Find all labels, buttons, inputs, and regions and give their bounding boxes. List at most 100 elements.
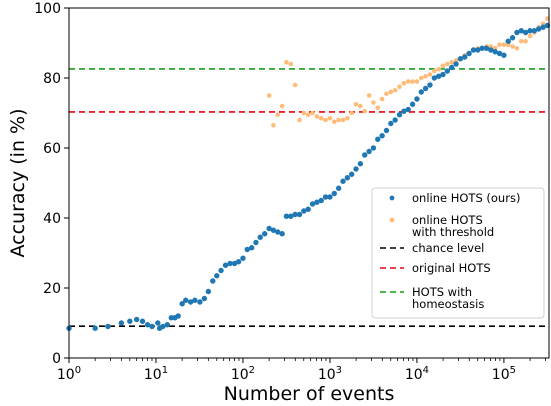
x-tick-base: 10 — [318, 367, 336, 383]
y-tick-label: 40 — [43, 211, 61, 227]
y-tick-label: 0 — [52, 351, 61, 367]
point-online-hots-with-threshold — [419, 76, 424, 81]
legend-label-original-hots: original HOTS — [412, 261, 491, 275]
point-online-hots-ours- — [336, 186, 341, 191]
point-online-hots-ours- — [349, 172, 354, 177]
point-online-hots-with-threshold — [349, 111, 354, 116]
x-tick-exponent: 1 — [162, 365, 168, 376]
point-online-hots-ours- — [375, 137, 380, 142]
point-online-hots-with-threshold — [384, 91, 389, 96]
point-online-hots-with-threshold — [358, 104, 363, 109]
legend: online HOTS (ours)online HOTSwith thresh… — [372, 188, 544, 318]
point-online-hots-with-threshold — [432, 69, 437, 74]
point-online-hots-with-threshold — [389, 90, 394, 95]
point-online-hots-ours- — [414, 96, 419, 101]
point-online-hots-with-threshold — [528, 34, 533, 39]
point-online-hots-ours- — [406, 107, 411, 112]
point-online-hots-ours- — [279, 231, 284, 236]
point-online-hots-ours- — [236, 259, 241, 264]
point-online-hots-ours- — [155, 320, 160, 325]
point-online-hots-ours- — [384, 128, 389, 133]
point-online-hots-with-threshold — [289, 62, 294, 67]
point-online-hots-with-threshold — [510, 44, 515, 49]
point-online-hots-with-threshold — [302, 111, 307, 116]
y-tick-label: 80 — [43, 71, 61, 87]
point-online-hots-ours- — [165, 322, 170, 327]
point-online-hots-ours- — [253, 240, 258, 245]
point-online-hots-ours- — [105, 324, 110, 329]
point-online-hots-ours- — [305, 207, 310, 212]
point-online-hots-ours- — [362, 152, 367, 157]
point-online-hots-with-threshold — [315, 114, 320, 119]
point-online-hots-ours- — [202, 296, 207, 301]
point-online-hots-ours- — [419, 89, 424, 94]
point-online-hots-ours- — [410, 102, 415, 107]
point-online-hots-with-threshold — [345, 116, 350, 121]
point-online-hots-ours- — [319, 198, 324, 203]
point-online-hots-ours- — [332, 191, 337, 196]
point-online-hots-ours- — [462, 54, 467, 59]
point-online-hots-with-threshold — [271, 123, 276, 128]
x-tick-exponent: 3 — [336, 365, 342, 376]
point-online-hots-with-threshold — [280, 104, 285, 109]
y-tick-label: 20 — [43, 281, 61, 297]
x-tick-base: 10 — [144, 367, 162, 383]
point-online-hots-ours- — [214, 273, 219, 278]
point-online-hots-with-threshold — [267, 93, 272, 98]
y-axis-title: Accuracy (in %) — [7, 108, 29, 257]
point-online-hots-ours- — [134, 317, 139, 322]
point-online-hots-with-threshold — [367, 93, 372, 98]
point-online-hots-ours- — [466, 51, 471, 56]
point-online-hots-ours- — [192, 298, 197, 303]
x-tick-base: 10 — [57, 367, 75, 383]
point-online-hots-ours- — [297, 212, 302, 217]
x-tick-base: 10 — [231, 367, 249, 383]
point-online-hots-ours- — [453, 61, 458, 66]
y-tick-label: 100 — [34, 1, 61, 17]
x-tick-exponent: 0 — [75, 365, 81, 376]
point-online-hots-ours- — [371, 145, 376, 150]
point-online-hots-with-threshold — [410, 79, 415, 84]
point-online-hots-with-threshold — [393, 88, 398, 93]
point-online-hots-ours- — [197, 299, 202, 304]
x-tick-base: 10 — [492, 367, 510, 383]
point-online-hots-ours- — [392, 117, 397, 122]
point-online-hots-with-threshold — [519, 39, 524, 44]
point-online-hots-with-threshold — [428, 72, 433, 77]
point-online-hots-with-threshold — [319, 116, 324, 121]
point-online-hots-ours- — [127, 319, 132, 324]
point-online-hots-with-threshold — [336, 118, 341, 123]
point-online-hots-with-threshold — [323, 118, 328, 123]
x-tick-exponent: 2 — [249, 365, 255, 376]
point-online-hots-with-threshold — [415, 79, 420, 84]
x-axis-title: Number of events — [224, 383, 395, 405]
point-online-hots-ours- — [149, 324, 154, 329]
point-online-hots-ours- — [175, 313, 180, 318]
y-tick-label: 60 — [43, 141, 61, 157]
point-online-hots-with-threshold — [297, 118, 302, 123]
point-online-hots-ours- — [92, 326, 97, 331]
point-online-hots-ours- — [423, 86, 428, 91]
legend-label-online-hots-ours-: online HOTS (ours) — [412, 191, 520, 205]
point-online-hots-with-threshold — [436, 67, 441, 72]
point-online-hots-ours- — [340, 179, 345, 184]
point-online-hots-with-threshold — [371, 100, 376, 105]
point-online-hots-ours- — [262, 231, 267, 236]
point-online-hots-ours- — [445, 68, 450, 73]
point-online-hots-with-threshold — [502, 42, 507, 47]
point-online-hots-ours- — [440, 72, 445, 77]
x-tick-exponent: 5 — [510, 365, 516, 376]
point-online-hots-ours- — [249, 245, 254, 250]
legend-label-hots-with-homeostasis: homeostasis — [412, 297, 484, 311]
point-online-hots-ours- — [427, 82, 432, 87]
point-online-hots-ours- — [358, 161, 363, 166]
point-online-hots-ours- — [449, 65, 454, 70]
point-online-hots-with-threshold — [497, 42, 502, 47]
point-online-hots-with-threshold — [375, 105, 380, 110]
point-online-hots-with-threshold — [380, 97, 385, 102]
legend-label-chance-level: chance level — [412, 241, 484, 255]
point-online-hots-with-threshold — [402, 81, 407, 86]
point-online-hots-ours- — [258, 235, 263, 240]
point-online-hots-with-threshold — [406, 79, 411, 84]
